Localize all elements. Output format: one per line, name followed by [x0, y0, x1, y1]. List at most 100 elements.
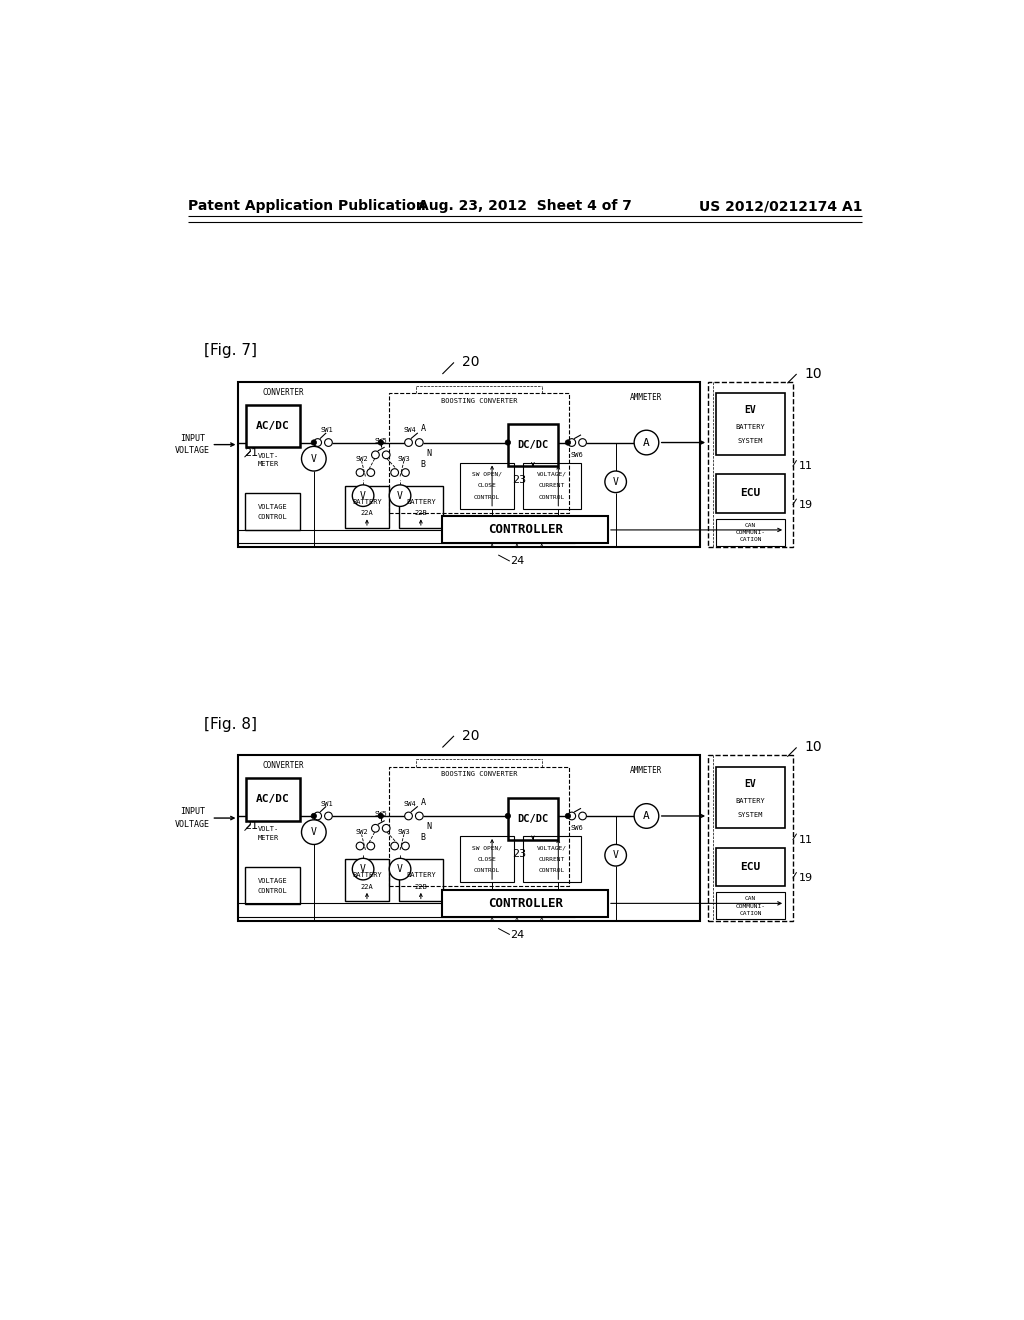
Bar: [245, 867, 300, 904]
Text: V: V: [397, 865, 403, 874]
Circle shape: [356, 469, 364, 477]
Text: INPUT: INPUT: [179, 808, 205, 816]
Text: BATTERY: BATTERY: [735, 424, 765, 430]
Text: CLOSE: CLOSE: [477, 857, 497, 862]
Circle shape: [382, 825, 390, 832]
Bar: [246, 405, 300, 447]
Text: ECU: ECU: [740, 488, 761, 499]
Bar: [716, 519, 785, 545]
Circle shape: [356, 842, 364, 850]
Circle shape: [301, 820, 326, 845]
Bar: [460, 462, 514, 508]
Text: METER: METER: [258, 461, 279, 467]
Circle shape: [301, 446, 326, 471]
Bar: [716, 892, 785, 919]
Text: COMMUNI-: COMMUNI-: [735, 904, 765, 908]
Text: VOLT-: VOLT-: [258, 453, 279, 458]
Text: CONTROL: CONTROL: [474, 869, 500, 873]
Text: BATTERY: BATTERY: [406, 873, 436, 878]
Circle shape: [634, 804, 658, 829]
Bar: [442, 890, 608, 917]
Text: 23: 23: [512, 475, 526, 486]
Text: SW4: SW4: [403, 801, 417, 807]
Text: 11: 11: [799, 462, 813, 471]
Text: SW1: SW1: [321, 428, 333, 433]
Text: AMMETER: AMMETER: [631, 392, 663, 401]
Circle shape: [634, 430, 658, 455]
Text: METER: METER: [258, 834, 279, 841]
Circle shape: [389, 484, 411, 507]
Bar: [716, 393, 785, 455]
Circle shape: [401, 469, 410, 477]
Text: 10: 10: [804, 367, 822, 381]
Text: 11: 11: [799, 834, 813, 845]
Circle shape: [605, 471, 627, 492]
Text: SW3: SW3: [397, 829, 411, 836]
Text: CAN: CAN: [744, 523, 756, 528]
Text: 22A: 22A: [360, 883, 374, 890]
Text: SW4: SW4: [403, 428, 417, 433]
Text: CONTROL: CONTROL: [539, 869, 565, 873]
Text: VOLT-: VOLT-: [258, 826, 279, 832]
Text: CONVERTER: CONVERTER: [262, 388, 304, 397]
Text: A: A: [421, 797, 426, 807]
Text: BATTERY: BATTERY: [406, 499, 436, 504]
Text: 10: 10: [804, 741, 822, 755]
Text: SW2: SW2: [355, 455, 368, 462]
Circle shape: [404, 438, 413, 446]
Text: SW OPEN/: SW OPEN/: [472, 845, 502, 850]
Text: CATION: CATION: [739, 911, 762, 916]
Text: SW5: SW5: [375, 438, 387, 444]
Bar: [508, 424, 558, 466]
Text: ECU: ECU: [740, 862, 761, 871]
Text: V: V: [360, 865, 366, 874]
Text: 24: 24: [510, 556, 524, 566]
Text: COMMUNI-: COMMUNI-: [735, 531, 765, 536]
Text: 20: 20: [462, 729, 479, 743]
Text: CONTROL: CONTROL: [257, 515, 287, 520]
Text: [Fig. 8]: [Fig. 8]: [204, 717, 257, 731]
Text: N: N: [427, 449, 432, 458]
Text: INPUT: INPUT: [179, 434, 205, 444]
Circle shape: [568, 812, 575, 820]
Circle shape: [313, 812, 322, 820]
Bar: [345, 486, 389, 528]
Text: VOLTAGE: VOLTAGE: [257, 504, 287, 511]
Circle shape: [311, 813, 316, 818]
Bar: [442, 516, 608, 544]
Circle shape: [565, 440, 570, 445]
Circle shape: [311, 440, 316, 445]
Text: SW6: SW6: [570, 825, 584, 832]
Text: BOOSTING CONVERTER: BOOSTING CONVERTER: [440, 397, 517, 404]
Bar: [388, 767, 569, 886]
Text: V: V: [612, 477, 618, 487]
Circle shape: [404, 812, 413, 820]
Text: 20: 20: [462, 355, 479, 370]
Text: SW1: SW1: [321, 801, 333, 807]
Circle shape: [325, 812, 333, 820]
Text: SW5: SW5: [375, 812, 387, 817]
Circle shape: [505, 440, 511, 445]
Text: EV: EV: [744, 779, 757, 789]
Text: BATTERY: BATTERY: [352, 873, 382, 878]
Circle shape: [416, 438, 423, 446]
Text: Patent Application Publication: Patent Application Publication: [188, 199, 426, 213]
Circle shape: [367, 469, 375, 477]
Bar: [388, 393, 569, 512]
Text: 23: 23: [512, 849, 526, 859]
Circle shape: [352, 484, 374, 507]
Text: VOLTAGE: VOLTAGE: [175, 820, 210, 829]
Text: VOLTAGE: VOLTAGE: [175, 446, 210, 455]
Bar: [239, 755, 700, 921]
Bar: [398, 486, 443, 528]
Bar: [716, 474, 785, 512]
Text: CONTROL: CONTROL: [474, 495, 500, 500]
Text: CONVERTER: CONVERTER: [262, 762, 304, 771]
Text: DC/DC: DC/DC: [517, 813, 549, 824]
Text: AC/DC: AC/DC: [256, 795, 290, 804]
Text: CURRENT: CURRENT: [539, 483, 565, 488]
Circle shape: [505, 813, 511, 818]
Text: 22A: 22A: [360, 510, 374, 516]
Circle shape: [389, 858, 411, 880]
Text: A: A: [643, 437, 650, 447]
